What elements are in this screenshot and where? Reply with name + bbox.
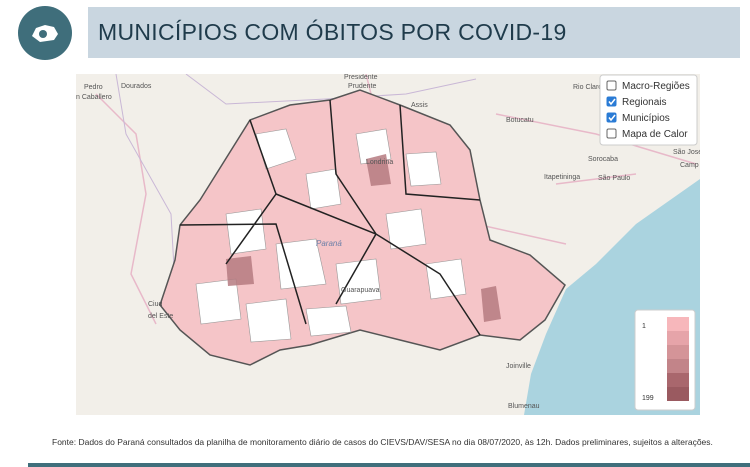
check-mark [608,98,616,106]
municipality [425,258,467,300]
place-label: Pedro [84,84,103,91]
municipality [195,278,242,325]
place-label: São José [673,149,700,156]
bottom-rule [28,463,750,467]
municipality [385,208,427,250]
check-mark [608,114,616,122]
municipality [245,298,292,343]
layer-checkbox[interactable] [606,96,617,107]
title: MUNICÍPIOS COM ÓBITOS POR COVID-19 [98,19,567,45]
municipality [305,168,342,210]
place-label: Joinville [506,363,531,370]
place-label: Sorocaba [588,156,618,163]
place-label: Presidente [344,74,378,81]
legend-swatch [667,345,689,359]
place-label: Itapetininga [544,174,580,181]
layer-label: Municípios [622,113,670,124]
layer-checkbox[interactable] [606,128,617,139]
municipalities [195,128,467,343]
layer-control-box [599,74,698,146]
title-bar: MUNICÍPIOS COM ÓBITOS POR COVID-19 [88,7,740,58]
municipality [405,151,442,187]
place-label: Guarapuava [341,287,380,294]
parana-state [159,89,566,366]
place-label: Rio Claro [573,84,602,91]
place-label: del Este [148,313,173,320]
legend-swatch [667,373,689,387]
icon-graphic [32,25,58,42]
legend: 1 199 [634,309,696,411]
place-label: Botucatu [506,117,534,124]
layer-checkbox[interactable] [606,112,617,123]
map: Pedro n Caballero Dourados Presidente Pruden… [76,74,700,415]
layer-control: Macro-Regiões Regionais Municípios Mapa de … [599,74,698,146]
place-label: Londrina [366,159,393,166]
high-density-areas [226,154,501,322]
municipality [305,305,352,337]
municipality [275,238,327,290]
place-label: Ciud [148,301,163,308]
legend-max: 199 [642,395,654,402]
place-label: n Caballero [76,94,112,101]
layer-label: Regionais [622,97,666,108]
place-label: Dourados [121,83,152,90]
layer-checkbox[interactable] [606,80,617,91]
municipality-dark [481,286,501,322]
legend-swatch [667,331,689,345]
place-label: Blumenau [508,403,540,410]
place-label: Prudente [348,83,377,90]
place-label: Paraná [316,239,342,248]
regional-boundaries [179,99,481,336]
legend-min: 1 [642,323,646,330]
municipality-dark [366,154,391,186]
logo-icon [18,6,72,60]
place-labels: Pedro n Caballero Dourados Presidente Pruden… [76,74,700,410]
legend-swatch [667,317,689,331]
municipality [335,258,382,305]
legend-swatch [667,359,689,373]
municipality-dark [226,256,254,286]
legend-swatch [667,387,689,401]
layer-label: Macro-Regiões [622,81,690,92]
footer-source: Fonte: Dados do Paraná consultados da pl… [52,437,713,447]
place-label: Assis [411,102,428,109]
place-label: São Paulo [598,175,630,182]
borders [115,74,477,305]
layer-label: Mapa de Calor [622,129,688,140]
municipality [225,208,267,255]
place-label: Camp [680,162,699,169]
